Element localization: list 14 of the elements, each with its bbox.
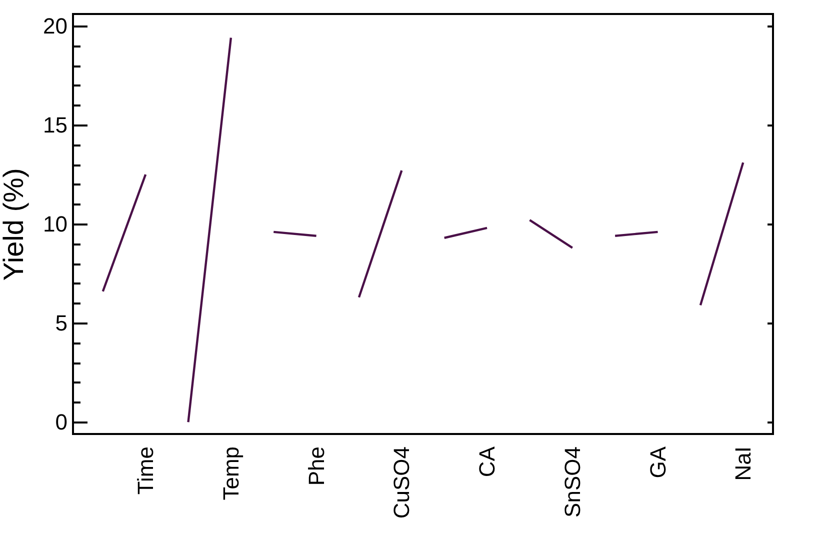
x-tick-label: GA bbox=[645, 446, 670, 478]
y-tick-label: 5 bbox=[55, 310, 68, 336]
x-tick-label: Temp bbox=[218, 446, 244, 500]
y-tick-label: 20 bbox=[43, 13, 68, 38]
y-axis-title: Yield (%) bbox=[0, 168, 30, 281]
x-tick-label: SnSO4 bbox=[560, 446, 585, 518]
y-tick-label: 10 bbox=[43, 212, 68, 236]
x-tick-label: CuSO4 bbox=[389, 446, 414, 519]
x-tick-label: Time bbox=[133, 446, 158, 495]
x-tick-label: NaI bbox=[730, 446, 756, 481]
y-tick-label: 15 bbox=[43, 112, 68, 138]
y-tick-label: 0 bbox=[55, 410, 68, 435]
x-tick-label: Phe bbox=[304, 446, 329, 486]
x-tick-label: CA bbox=[474, 446, 500, 478]
